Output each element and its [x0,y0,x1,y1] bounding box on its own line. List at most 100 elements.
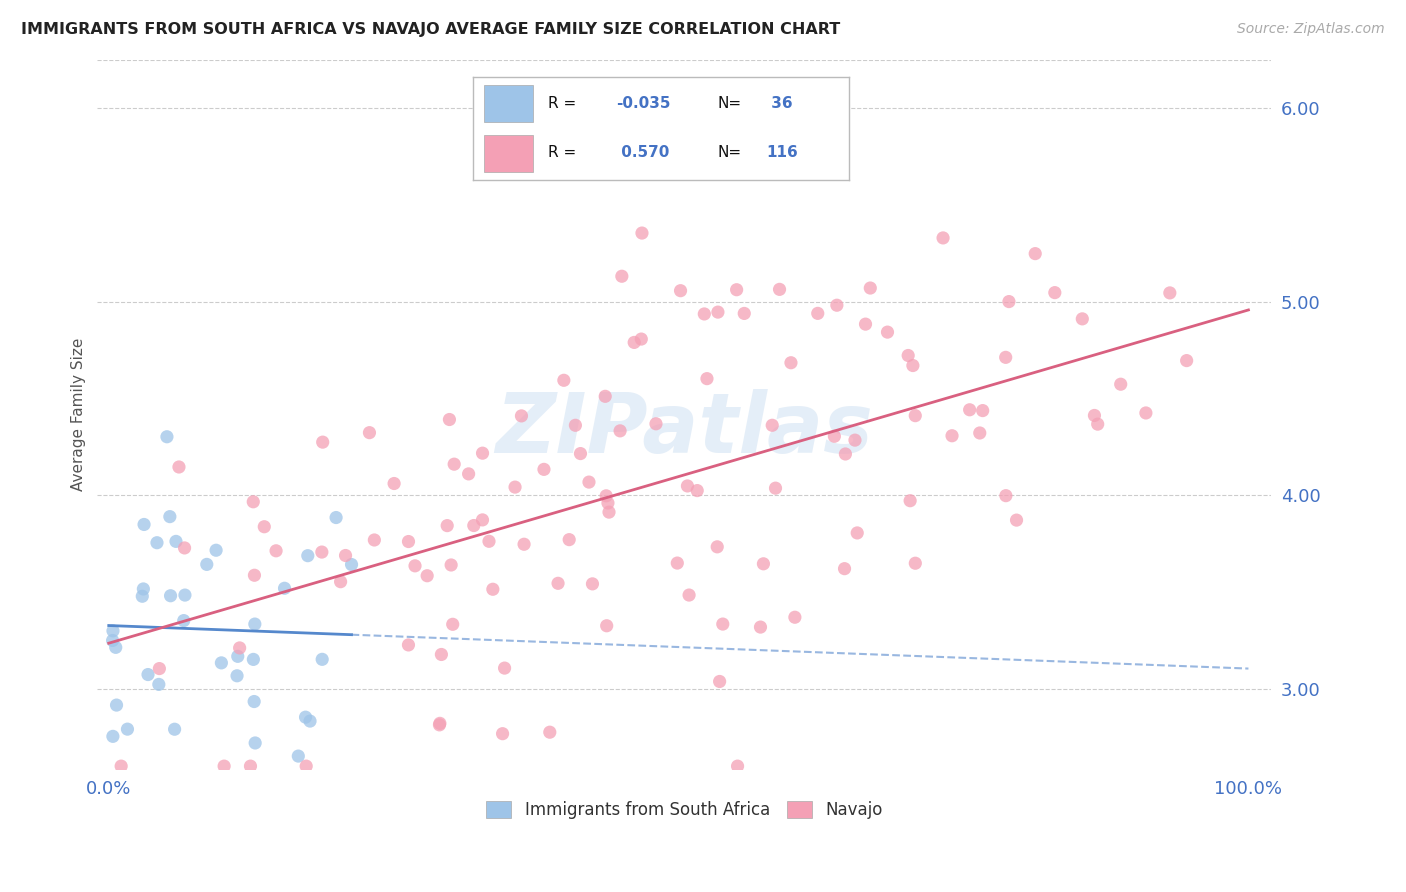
Point [264,543,287,558]
Point [666,556,689,570]
Point [783,610,806,624]
Text: IMMIGRANTS FROM SOUTH AFRICA VS NAVAJO AVERAGE FAMILY SIZE CORRELATION CHART: IMMIGRANTS FROM SOUTH AFRICA VS NAVAJO A… [21,22,841,37]
Point [693,307,716,321]
Point [834,447,856,461]
Point [457,467,479,481]
Point [834,562,856,576]
Point [631,226,654,240]
Point [297,549,319,563]
Point [101,730,124,744]
Point [904,409,927,423]
Point [440,558,463,572]
Point [117,722,139,736]
Point [765,481,787,495]
Point [969,425,991,440]
Point [228,640,250,655]
Point [709,674,731,689]
Point [295,759,318,773]
Point [1083,409,1105,423]
Point [823,429,845,443]
Point [596,619,619,633]
Point [441,617,464,632]
Point [329,574,352,589]
Point [846,525,869,540]
Point [163,723,186,737]
Point [596,496,619,510]
Point [859,281,882,295]
Point [242,495,264,509]
Point [311,545,333,559]
Point [148,662,170,676]
Point [131,589,153,603]
Point [581,577,603,591]
Point [174,588,197,602]
Point [243,694,266,708]
Point [242,652,264,666]
Point [696,371,718,385]
Point [1024,246,1046,260]
Point [972,403,994,417]
Point [569,446,592,460]
Point [363,533,385,547]
Point [243,736,266,750]
Point [904,556,927,570]
Point [209,656,232,670]
Point [706,540,728,554]
Point [205,543,228,558]
Point [226,649,249,664]
Point [173,541,195,555]
Point [1005,513,1028,527]
Point [104,640,127,655]
Point [167,460,190,475]
Point [159,589,181,603]
Point [876,325,898,339]
Point [340,558,363,572]
Point [1071,311,1094,326]
Point [156,430,179,444]
Point [1159,285,1181,300]
Point [994,351,1017,365]
Point [491,727,513,741]
Point [110,759,132,773]
Point [416,568,439,582]
Point [443,457,465,471]
Point [212,759,235,773]
Point [132,582,155,596]
Point [733,306,755,320]
Point [752,557,775,571]
Point [711,617,734,632]
Point [538,725,561,739]
Point [148,677,170,691]
Point [226,669,249,683]
Point [1087,417,1109,431]
Point [311,652,333,666]
Point [482,582,505,597]
Point [478,534,501,549]
Point [727,759,749,773]
Point [898,493,921,508]
Point [598,505,620,519]
Point [678,588,700,602]
Point [932,231,955,245]
Point [844,433,866,447]
Point [132,517,155,532]
Point [312,435,335,450]
Point [463,518,485,533]
Point [610,269,633,284]
Point [595,489,617,503]
Point [429,718,451,732]
Point [669,284,692,298]
Point [165,534,187,549]
Point [897,349,920,363]
Point [825,298,848,312]
Point [404,558,426,573]
Point [533,462,555,476]
Point [105,698,128,712]
Point [553,373,575,387]
Point [382,476,405,491]
Point [510,409,533,423]
Point [195,558,218,572]
Point [558,533,581,547]
Text: ZIPatlas: ZIPatlas [495,389,873,469]
Point [243,568,266,582]
